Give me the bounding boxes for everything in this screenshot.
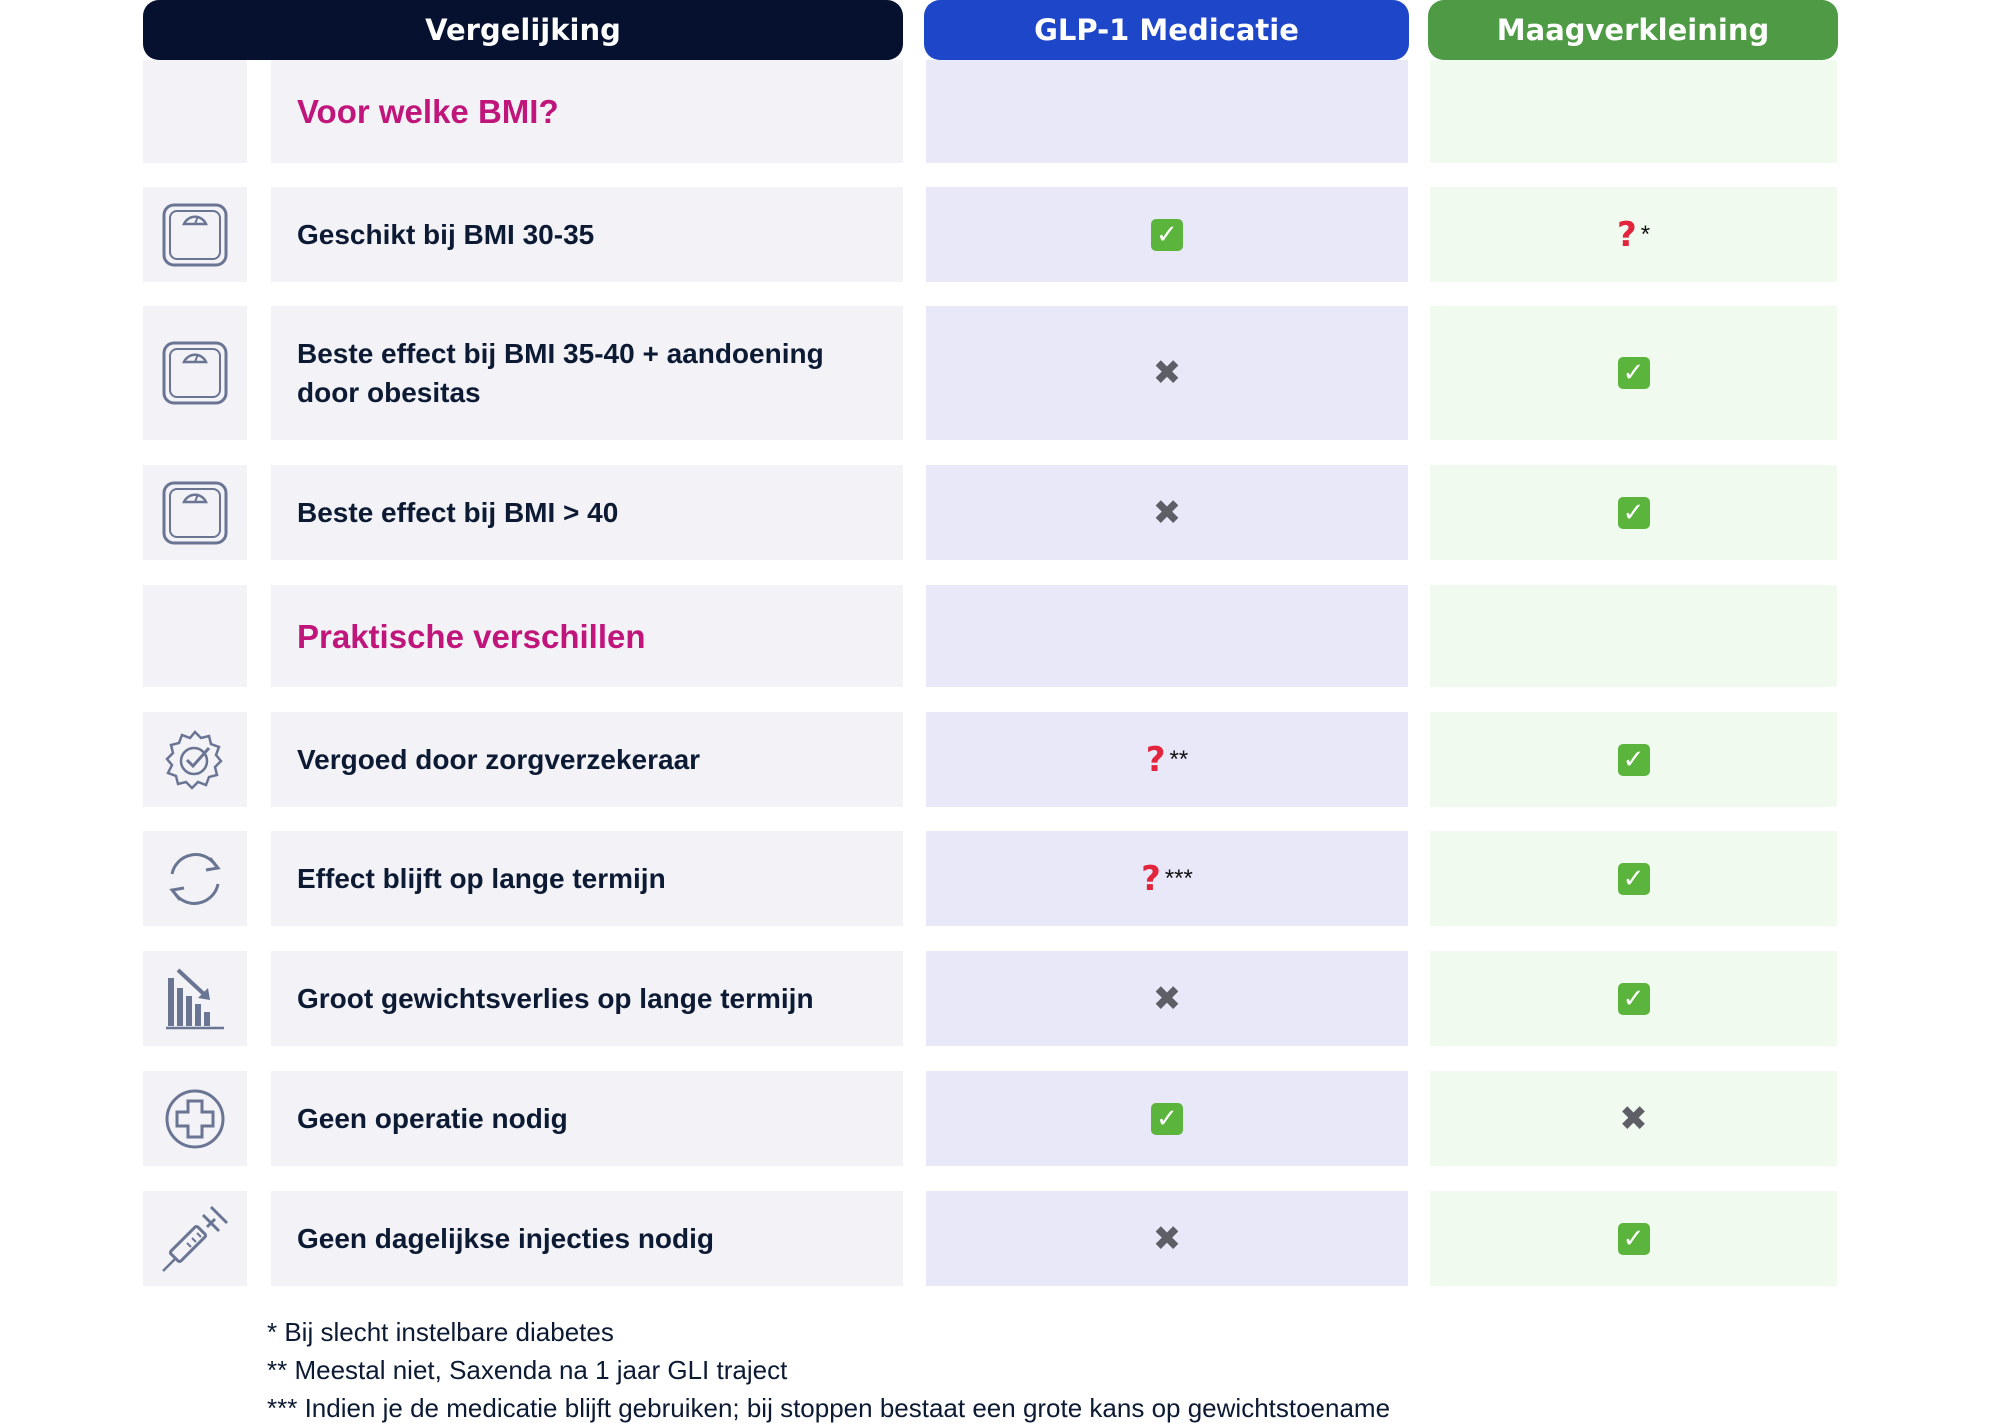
glp1-cell: ✖ [926,306,1408,440]
row-label: Effect blijft op lange termijn [271,831,903,926]
check-icon: ✓ [1617,743,1650,776]
glp1-cell: ✓ [926,187,1408,282]
scale-icon [143,306,247,440]
footnote-marker: ** [1169,745,1189,773]
section-glp1-cell [926,60,1408,163]
glp1-cell: ✓ [926,1071,1408,1166]
header-gastric-reduction: Maagverkleining [1428,0,1838,60]
section-icon-placeholder [143,60,247,163]
section-maag-cell [1430,60,1837,163]
cross-icon: ✖ [1152,492,1182,533]
check-icon: ✓ [1151,1102,1183,1135]
section-icon-placeholder [143,585,247,687]
check-icon: ✓ [1151,218,1183,251]
row-label: Beste effect bij BMI > 40 [271,465,903,560]
maag-cell: ✓ [1430,306,1837,440]
header-comparison: Vergelijking [143,0,903,60]
glp1-cell: ✖ [926,1191,1408,1286]
maag-cell: ✓ [1430,951,1837,1046]
glp1-cell: ✖ [926,951,1408,1046]
question-icon: ? [1616,214,1637,255]
footnote-marker: * [1640,220,1651,248]
check-icon: ✓ [1617,1222,1650,1255]
question-icon: ? [1141,858,1161,899]
maag-cell: ✓ [1430,831,1837,926]
check-icon: ✓ [1617,982,1650,1015]
footnotes: * Bij slecht instelbare diabetes ** Mees… [267,1313,1390,1427]
cross-icon: ✖ [1152,353,1182,393]
scale-icon [143,187,247,282]
footnote-2: ** Meestal niet, Saxenda na 1 jaar GLI t… [267,1355,788,1385]
question-icon: ? [1145,739,1166,780]
cross-icon: ✖ [1619,1098,1648,1139]
maag-cell: ✓ [1430,1191,1837,1286]
row-label: Geschikt bij BMI 30-35 [271,187,903,282]
declining-chart-icon [143,951,247,1046]
maag-cell: ✓ [1430,465,1837,560]
section-title: Praktische verschillen [271,585,903,687]
scale-icon [143,465,247,560]
row-label: Groot gewichtsverlies op lange termijn [271,951,903,1046]
glp1-cell: ✖ [926,465,1408,560]
check-icon: ✓ [1617,862,1650,895]
refresh-cycle-icon [143,831,247,926]
cross-icon: ✖ [1152,1218,1182,1259]
section-title: Voor welke BMI? [271,60,903,163]
row-label: Geen operatie nodig [271,1071,903,1166]
glp1-cell: ? *** [926,831,1408,926]
check-icon: ✓ [1617,496,1650,529]
row-label: Geen dagelijkse injecties nodig [271,1191,903,1286]
check-icon: ✓ [1617,357,1650,389]
section-glp1-cell [926,585,1408,687]
footnote-3: *** Indien je de medicatie blijft gebrui… [267,1393,1391,1423]
maag-cell: ? * [1430,187,1837,282]
section-maag-cell [1430,585,1837,687]
footnote-1: * Bij slecht instelbare diabetes [267,1317,614,1347]
maag-cell: ✖ [1430,1071,1837,1166]
row-label: Vergoed door zorgverzekeraar [271,712,903,807]
row-label: Beste effect bij BMI 35-40 + aandoening … [271,306,903,440]
syringe-icon [143,1191,247,1286]
cross-icon: ✖ [1152,978,1182,1019]
header-glp1-medication: GLP-1 Medicatie [924,0,1409,60]
glp1-cell: ? ** [926,712,1408,807]
maag-cell: ✓ [1430,712,1837,807]
verified-badge-icon [143,712,247,807]
medical-cross-icon [143,1071,247,1166]
footnote-marker: *** [1164,864,1193,892]
